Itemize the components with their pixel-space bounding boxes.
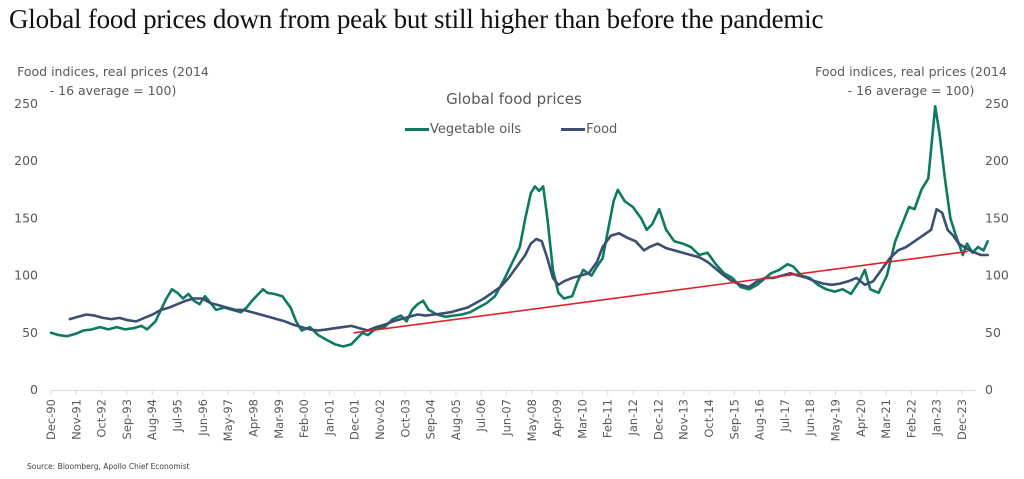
x-tick-label: Feb-22 bbox=[904, 399, 918, 438]
x-tick-label: Aug-16 bbox=[753, 399, 767, 440]
y-tick-label-right: 150 bbox=[985, 210, 1009, 225]
y-tick-label-right: 200 bbox=[985, 153, 1009, 168]
y-tick-label-left: 100 bbox=[14, 268, 38, 283]
y-axis-title-right-line1: Food indices, real prices (2014 bbox=[815, 64, 1007, 79]
x-tick-label: Apr-20 bbox=[854, 399, 868, 437]
x-tick-label: Jun-96 bbox=[196, 399, 210, 437]
legend-label-food: Food bbox=[586, 122, 618, 137]
y-axis-title-right-line2: - 16 average = 100) bbox=[847, 83, 975, 98]
x-tick-label: Oct-14 bbox=[702, 399, 716, 438]
x-tick-label: Dec-01 bbox=[348, 399, 362, 440]
legend-swatch-vegetable-oils bbox=[405, 128, 429, 131]
x-tick-label: Nov-91 bbox=[69, 399, 83, 440]
y-tick-label-left: 50 bbox=[22, 325, 38, 340]
x-tick-label: Sep-04 bbox=[424, 399, 438, 439]
y-axis-title-left-line1: Food indices, real prices (2014 bbox=[17, 64, 209, 79]
x-tick-label: Mar-10 bbox=[575, 399, 589, 439]
y-axis-title-left-line2: - 16 average = 100) bbox=[49, 83, 177, 98]
y-tick-label-right: 0 bbox=[985, 382, 993, 397]
x-tick-label: Dec-12 bbox=[651, 399, 665, 440]
y-axis-title-right: Food indices, real prices (2014 - 16 ave… bbox=[806, 62, 1016, 100]
x-tick-label: May-97 bbox=[221, 399, 235, 441]
source-note: Source: Bloomberg, Apollo Chief Economis… bbox=[27, 462, 190, 471]
x-tick-label: Feb-11 bbox=[601, 399, 615, 438]
legend-swatch-food bbox=[561, 128, 586, 131]
y-axis-title-left: Food indices, real prices (2014 - 16 ave… bbox=[8, 62, 218, 100]
x-tick-label: Dec-23 bbox=[955, 399, 969, 440]
x-tick-label: Sep-93 bbox=[120, 399, 134, 439]
x-tick-label: Oct-92 bbox=[95, 399, 109, 438]
x-tick-label: Sep-15 bbox=[727, 399, 741, 439]
legend-item-food[interactable]: Food bbox=[561, 122, 617, 137]
food-line bbox=[68, 207, 989, 332]
x-tick-label: Aug-94 bbox=[145, 399, 159, 440]
trend-line bbox=[353, 250, 968, 334]
y-tick-label-left: 0 bbox=[30, 382, 38, 397]
legend-label-vegetable-oils: Vegetable oils bbox=[430, 122, 522, 137]
y-tick-label-left: 200 bbox=[14, 153, 38, 168]
y-tick-label-left: 150 bbox=[14, 210, 38, 225]
x-tick-label: Jan-12 bbox=[626, 399, 640, 437]
x-tick-label: Dec-90 bbox=[44, 399, 58, 440]
y-tick-label-right: 250 bbox=[985, 96, 1009, 111]
x-tick-label: Apr-09 bbox=[550, 399, 564, 437]
x-tick-label: Jun-18 bbox=[803, 399, 817, 437]
x-tick-label: Mar-99 bbox=[272, 399, 286, 439]
x-tick-label: Jan-01 bbox=[322, 399, 336, 437]
x-tick-label: Jul-17 bbox=[778, 399, 792, 433]
page-title: Global food prices down from peak but st… bbox=[9, 4, 824, 34]
y-tick-label-right: 100 bbox=[985, 268, 1009, 283]
x-tick-label: May-19 bbox=[828, 399, 842, 441]
x-tick-label: Oct-03 bbox=[398, 399, 412, 438]
y-tick-label-left: 250 bbox=[14, 96, 38, 111]
y-tick-label-right: 50 bbox=[985, 325, 1001, 340]
x-tick-label: May-08 bbox=[525, 399, 539, 441]
x-tick-label: Aug-05 bbox=[449, 399, 463, 440]
x-tick-label: Nov-02 bbox=[373, 399, 387, 440]
legend-item-vegetable-oils[interactable]: Vegetable oils bbox=[405, 122, 521, 137]
x-tick-label: Nov-13 bbox=[677, 399, 691, 440]
x-tick-label: Jan-23 bbox=[930, 399, 944, 437]
x-tick-label: Apr-98 bbox=[246, 399, 260, 437]
x-tick-label: Jul-95 bbox=[171, 399, 185, 433]
x-tick-label: Mar-21 bbox=[879, 399, 893, 439]
x-tick-label: Feb-00 bbox=[297, 399, 311, 438]
chart-title: Global food prices bbox=[446, 90, 582, 108]
x-tick-label: Jul-06 bbox=[474, 399, 488, 433]
x-tick-label: Jun-07 bbox=[500, 399, 514, 437]
legend: Vegetable oils Food bbox=[405, 122, 617, 137]
